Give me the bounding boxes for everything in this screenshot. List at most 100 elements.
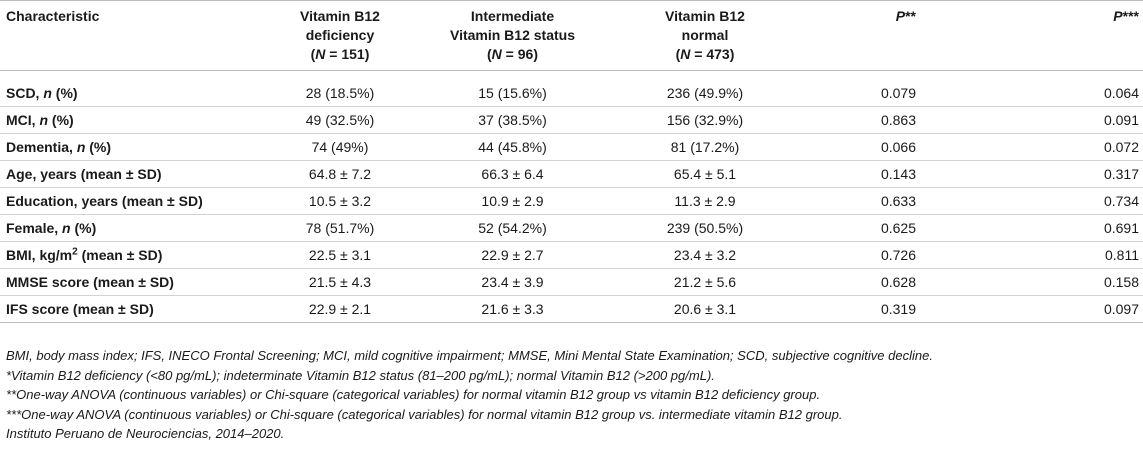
cell-intermediate: 23.4 ± 3.9 [481,274,544,290]
header-normal-n: (N = 473) [675,46,735,62]
row-label: Age, years (mean ± SD) [0,161,265,188]
cell-normal: 81 (17.2%) [670,139,740,155]
header-normal-line1: Vitamin B12 [665,8,745,24]
row-label-main: IFS score (mean ± SD) [6,301,154,317]
cell-p-value-intermediate: 0.734 [1103,193,1139,209]
spacer-row [0,71,1143,81]
table-row: MCI, n (%) 49 (32.5%) 37 (38.5%) 156 (32.9%… [0,107,1143,134]
footnote-triple-star: ***One-way ANOVA (continuous variables) … [6,406,843,422]
cell-deficiency: 28 (18.5%) [305,85,375,101]
table-row: Education, years (mean ± SD) 10.5 ± 3.2 10… [0,188,1143,215]
p-symbol: P [1113,8,1123,24]
cell-deficiency: 10.5 ± 3.2 [308,193,372,209]
n-symbol: N [491,46,502,62]
cell-p-value-deficiency: 0.628 [880,274,916,290]
cell-p-value-deficiency: 0.143 [880,166,916,182]
cell-intermediate: 22.9 ± 2.7 [481,247,544,263]
cell-normal: 156 (32.9%) [666,112,744,128]
cell-normal: 65.4 ± 5.1 [673,166,737,182]
cell-intermediate: 37 (38.5%) [478,112,547,128]
row-label-main: Female, [6,220,63,236]
cell-intermediate: 15 (15.6%) [478,85,547,101]
cell-p-value-deficiency: 0.863 [880,112,916,128]
header-characteristic: Characteristic [6,8,100,24]
header-normal: Vitamin B12 normal (N = 473) [610,1,800,71]
row-label-main: BMI, kg/m [6,247,73,263]
row-label: SCD, n (%) [0,80,265,107]
cell-normal: 23.4 ± 3.2 [673,247,737,263]
header-deficiency-line2: deficiency [305,27,375,43]
cell-deficiency: 21.5 ± 4.3 [308,274,372,290]
row-label-italic: n [43,85,52,101]
row-label-rest: (%) [70,220,97,236]
cell-deficiency: 49 (32.5%) [305,112,375,128]
cell-p-value-deficiency: 0.726 [880,247,916,263]
row-label-rest: (%) [85,139,112,155]
table-row: IFS score (mean ± SD) 22.9 ± 2.1 21.6 ± 3.… [0,296,1143,323]
cell-p-value-deficiency: 0.319 [880,301,916,317]
cell-p-value-intermediate: 0.064 [1103,85,1139,101]
table-row: Female, n (%) 78 (51.7%) 52 (54.2%) 239 (50… [0,215,1143,242]
header-row: Characteristic Vitamin B12 deficiency (N… [0,0,1143,71]
header-deficiency-n: (N = 151) [310,46,370,62]
cell-normal: 11.3 ± 2.9 [674,193,736,209]
p-stars: ** [905,8,916,24]
cell-normal: 20.6 ± 3.1 [673,301,737,317]
n-symbol: N [680,46,691,62]
cell-deficiency: 22.9 ± 2.1 [308,301,372,317]
row-label-rest: (mean ± SD) [77,247,163,263]
cell-deficiency: 74 (49%) [311,139,369,155]
row-label-main: Dementia, [6,139,77,155]
row-label-italic: n [62,220,71,236]
table-row: Age, years (mean ± SD) 64.8 ± 7.2 66.3 ± 6… [0,161,1143,188]
cell-p-value-intermediate: 0.691 [1103,220,1139,236]
row-label-italic: n [76,139,86,155]
table-body: SCD, n (%) 28 (18.5%) 15 (15.6%) 236 (49.9%… [0,71,1143,323]
cell-p-value-deficiency: 0.625 [880,220,916,236]
row-label-main: MMSE score (mean ± SD) [6,274,174,290]
cell-p-value-intermediate: 0.097 [1103,301,1139,317]
cell-p-value-deficiency: 0.066 [880,139,916,155]
row-label-rest: (%) [51,85,78,101]
cell-normal: 21.2 ± 5.6 [673,274,737,290]
cell-intermediate: 52 (54.2%) [478,220,547,236]
cell-p-value-intermediate: 0.811 [1105,247,1139,263]
p-symbol: P [895,8,906,24]
header-p-value-deficiency: P** [800,1,920,71]
p-stars: *** [1122,8,1139,24]
table-row: BMI, kg/m2 (mean ± SD) 22.5 ± 3.1 22.9 ± 2… [0,242,1143,269]
cell-p-value-intermediate: 0.317 [1103,166,1139,182]
cell-p-value-deficiency: 0.633 [880,193,916,209]
cell-intermediate: 10.9 ± 2.9 [481,193,544,209]
n-value: = 151 [325,46,365,62]
row-label-superscript: 2 [72,246,78,258]
cell-p-value-intermediate: 0.158 [1103,274,1139,290]
header-intermediate-line2: Vitamin B12 status [449,27,575,43]
characteristics-table: Characteristic Vitamin B12 deficiency (N… [0,0,1143,323]
row-label-main: SCD, [6,85,44,101]
header-deficiency-line1: Vitamin B12 [300,8,380,24]
cell-normal: 236 (49.9%) [666,85,744,101]
table-footnotes: BMI, body mass index; IFS, INECO Frontal… [6,346,1136,444]
n-symbol: N [315,46,326,62]
characteristics-table-container: Characteristic Vitamin B12 deficiency (N… [0,0,1143,323]
header-intermediate-line1: Intermediate [470,8,555,24]
row-label: MCI, n (%) [0,107,265,134]
row-label: Dementia, n (%) [0,134,265,161]
footnote-double-star: **One-way ANOVA (continuous variables) o… [6,387,821,402]
footnote-abbreviations: BMI, body mass index; IFS, INECO Frontal… [6,348,933,363]
row-label: Education, years (mean ± SD) [0,188,265,215]
row-label: IFS score (mean ± SD) [0,296,265,323]
cell-deficiency: 22.5 ± 3.1 [308,247,372,263]
cell-p-value-intermediate: 0.091 [1103,112,1139,128]
cell-intermediate: 21.6 ± 3.3 [481,301,544,317]
row-label-main: Education, years (mean ± SD) [6,193,203,209]
row-label-main: Age, years (mean ± SD) [6,166,162,182]
footnote-single-star: *Vitamin B12 deficiency (<80 pg/mL); ind… [6,367,715,383]
row-label: Female, n (%) [0,215,265,242]
cell-intermediate: 66.3 ± 6.4 [481,166,544,182]
cell-normal: 239 (50.5%) [666,220,744,236]
cell-p-value-deficiency: 0.079 [880,85,916,101]
row-label: BMI, kg/m2 (mean ± SD) [0,242,265,269]
header-intermediate: Intermediate Vitamin B12 status (N = 96) [415,1,610,71]
